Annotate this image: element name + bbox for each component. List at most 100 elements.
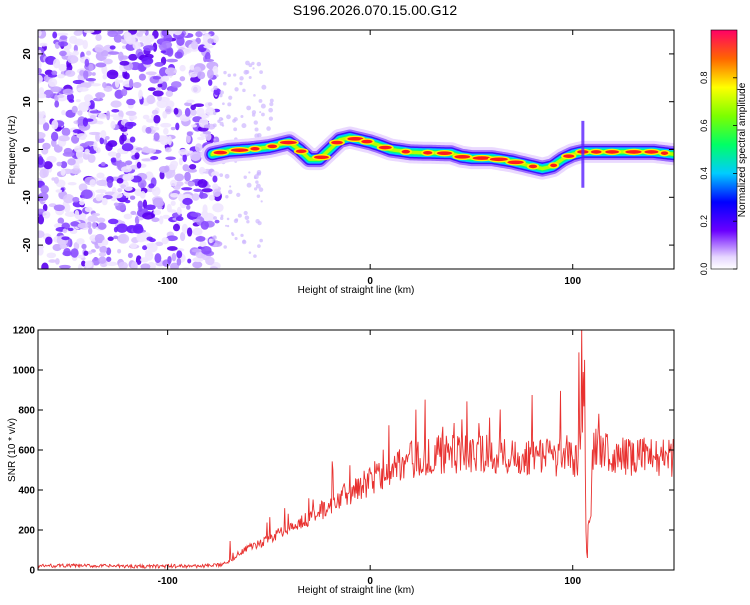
noise-speckle [142,245,148,251]
noise-speckle [99,245,108,254]
noise-speckle [219,90,224,95]
noise-speckle [189,163,197,170]
noise-speckle [38,156,44,166]
noise-speckle [248,251,252,254]
noise-speckle [77,263,83,269]
noise-speckle [213,242,218,247]
noise-speckle [83,100,91,107]
noise-speckle [259,111,262,114]
noise-speckle [220,214,224,218]
noise-speckle [258,99,263,103]
noise-speckle [254,127,259,132]
noise-speckle [86,50,92,56]
noise-speckle [113,235,119,240]
snr-y-ticks: 0 200 400 600 800 1000 1200 [13,326,674,577]
noise-speckle [84,118,94,122]
noise-speckle [160,50,167,54]
noise-speckle [145,126,152,134]
noise-speckle [147,87,156,92]
noise-speckle [164,67,177,76]
noise-speckle [73,44,78,53]
noise-speckle [74,209,80,219]
noise-speckle [73,38,85,46]
noise-speckle [78,183,88,192]
noise-speckle [187,258,192,264]
noise-speckle [77,87,89,92]
noise-speckle [135,255,142,266]
noise-speckle [154,62,164,67]
noise-speckle [102,239,109,246]
noise-speckle [165,90,174,97]
noise-speckle [63,194,75,204]
ridge-peak [590,150,602,154]
noise-speckle [203,124,211,129]
noise-speckle [212,203,224,213]
ridge-peak [401,149,411,154]
noise-speckle [58,264,71,269]
y-tick-label: 10 [22,96,33,108]
ridge-peak [605,150,619,154]
noise-speckle [95,33,102,42]
noise-speckle [159,135,170,146]
noise-speckle [208,79,213,86]
noise-speckle [213,85,218,91]
noise-speckle [241,239,247,245]
colorbar-tick-label: 0.4 [699,167,709,180]
colorbar-tick-label: 0.0 [699,263,709,276]
noise-speckle [239,76,244,81]
noise-speckle [125,160,133,166]
ridge-peak [314,155,329,160]
noise-speckle [53,223,64,229]
noise-speckle [220,216,224,221]
noise-speckle [103,58,113,65]
noise-speckle [202,131,212,135]
noise-speckle [256,61,262,67]
ridge-peak [625,150,642,154]
noise-speckle [95,147,101,154]
ridge-peak [644,150,659,154]
noise-speckle [113,34,123,43]
noise-speckle [83,250,89,256]
y-tick-label: 0 [22,146,33,152]
ridge-peak [213,150,228,155]
noise-speckle [245,60,250,66]
noise-speckle [144,204,156,211]
noise-speckle [107,218,119,225]
snr-x-ticks: -100 0 100 [158,330,582,587]
noise-speckle [76,238,85,245]
noise-speckle [212,123,217,128]
noise-speckle [151,186,161,197]
noise-speckle [42,142,51,150]
colorbar-label: Normalized spectral amplitude [737,82,748,217]
noise-speckle [268,107,273,113]
noise-speckle [153,114,161,124]
noise-speckle [186,227,193,237]
noise-speckle [193,103,205,107]
noise-speckle [79,200,85,206]
noise-speckle [227,102,232,107]
ridge-peak [436,151,453,155]
noise-speckle [129,195,136,200]
noise-speckle [205,107,216,116]
noise-speckle [202,204,208,214]
noise-speckle [38,74,43,84]
noise-speckle [81,82,92,87]
noise-speckle [76,133,88,139]
noise-speckle [102,74,108,80]
noise-speckle [59,243,68,250]
noise-speckle [253,94,256,97]
ridge-peak [279,140,297,145]
noise-speckle [146,243,154,249]
noise-speckle [132,225,144,234]
noise-speckle [189,109,197,116]
noise-speckle [214,219,220,224]
colorbar-ticks: 0.0 0.2 0.4 0.6 0.8 [699,72,737,276]
noise-speckle [106,256,112,262]
noise-speckle [75,149,84,159]
noise-speckle [154,253,162,264]
noise-speckle [120,166,132,173]
noise-speckle [188,73,198,78]
noise-speckle [179,231,186,242]
noise-speckle [89,110,102,114]
noise-speckle [114,78,120,88]
